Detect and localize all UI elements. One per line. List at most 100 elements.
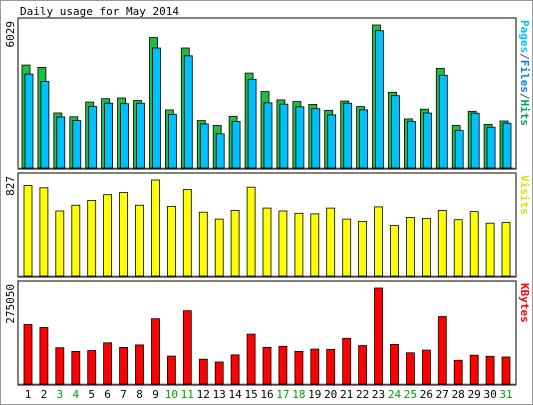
series-label-part: Visits [518,175,531,215]
bar-kbytes-day-15 [246,333,256,385]
bar-visits-day-5 [87,200,97,277]
x-tick-label-day-5: 5 [88,388,95,401]
x-tick-label-day-27: 27 [436,388,449,401]
x-tick-label-day-18: 18 [292,388,305,401]
x-tick-label-day-6: 6 [104,388,111,401]
bar-visits-day-9 [151,179,160,277]
bar-visits-day-19 [310,213,320,277]
x-tick-label-day-14: 14 [228,388,242,401]
x-tick-label-day-20: 20 [324,388,337,401]
bar-kbytes-day-18 [294,350,304,385]
bar-visits-day-3 [55,210,65,277]
bar-kbytes-day-13 [214,361,224,385]
bar-files-day-16 [263,102,273,169]
bar-files-day-31 [502,122,512,169]
bar-files-day-7 [120,103,129,169]
x-tick-label-day-17: 17 [276,388,289,401]
bar-visits-day-15 [246,186,256,277]
bar-files-day-25 [406,120,416,169]
panel-max-label: 827 [4,176,17,196]
bar-kbytes-day-16 [262,346,272,385]
series-kbytes [23,287,511,385]
bar-visits-day-22 [358,220,368,277]
bar-kbytes-day-6 [103,342,112,385]
bar-files-day-1 [24,73,34,169]
x-tick-label-day-4: 4 [72,388,79,401]
bar-visits-day-18 [294,212,304,277]
chart-panels: 6029 Pages/Files/Hits 827 Visits 275050 KByte… [4,17,531,386]
panel-kbytes: 275050 KBytes [4,280,531,386]
bar-kbytes-day-24 [390,343,399,385]
bar-visits-day-13 [214,218,224,277]
bar-kbytes-day-29 [469,354,479,385]
bar-files-day-9 [152,47,161,169]
panel-max-label: 275050 [4,284,17,324]
bar-kbytes-day-20 [326,348,336,385]
bar-files-day-13 [215,133,225,169]
x-tick-label-day-8: 8 [136,388,143,401]
x-tick-label-day-7: 7 [120,388,127,401]
bar-visits-day-4 [71,204,81,277]
bar-visits-day-7 [119,191,128,277]
bar-visits-day-26 [421,218,431,277]
bar-visits-day-1 [23,185,33,277]
bar-kbytes-day-9 [151,318,160,385]
panel-series-label: KBytes [518,283,531,323]
bar-visits-day-16 [262,207,272,277]
bar-kbytes-day-30 [485,355,495,385]
panel-max-label: 6029 [4,21,17,48]
series-label-part: / [518,93,531,100]
bar-files-day-5 [88,106,98,169]
bar-files-day-28 [454,130,464,169]
bar-files-day-8 [136,102,145,169]
bar-kbytes-day-3 [55,347,65,385]
x-tick-label-day-30: 30 [483,388,496,401]
x-tick-label-day-23: 23 [372,388,385,401]
bar-kbytes-day-23 [374,287,383,385]
bar-visits-day-27 [437,209,447,277]
panel-series-label: Pages/Files/Hits [518,20,531,126]
bar-kbytes-day-7 [119,346,128,385]
bar-kbytes-day-25 [405,352,415,385]
bar-kbytes-day-1 [23,324,33,385]
bar-visits-day-17 [278,210,288,277]
bar-visits-day-6 [103,194,112,277]
bar-visits-day-10 [166,205,176,277]
bar-visits-day-23 [374,206,383,277]
x-tick-label-day-22: 22 [356,388,369,401]
bar-kbytes-day-27 [437,316,447,385]
bar-visits-day-20 [326,207,336,277]
bar-visits-day-24 [390,225,399,277]
bar-visits-day-29 [469,211,479,277]
bar-files-day-29 [470,112,480,169]
x-tick-label-day-3: 3 [56,388,63,401]
bar-visits-day-31 [501,222,511,277]
x-tick-label-day-10: 10 [165,388,178,401]
bar-files-day-3 [56,116,66,169]
bar-kbytes-day-5 [87,350,97,385]
bar-kbytes-day-12 [198,358,208,385]
bar-visits-day-28 [453,219,463,277]
bar-files-day-21 [343,102,353,169]
x-tick-label-day-15: 15 [244,388,257,401]
bar-kbytes-day-14 [230,354,240,385]
x-tick-label-day-16: 16 [260,388,273,401]
x-tick-label-day-25: 25 [404,388,417,401]
x-tick-label-day-1: 1 [25,388,32,401]
bar-files-day-18 [295,106,305,169]
x-tick-label-day-28: 28 [452,388,465,401]
x-tick-label-day-31: 31 [499,388,512,401]
panel-visits: 827 Visits [4,172,531,278]
bar-files-day-4 [72,120,82,169]
bar-files-day-15 [247,78,257,169]
x-tick-label-day-29: 29 [468,388,481,401]
bar-files-day-19 [311,108,321,169]
bar-kbytes-day-8 [135,344,144,385]
bar-visits-day-30 [485,222,495,277]
chart-title: Daily usage for May 2014 [20,5,179,18]
bar-files-day-26 [422,112,432,169]
series-visits [23,179,511,277]
bar-kbytes-day-22 [358,345,368,385]
bar-files-day-11 [183,55,193,169]
